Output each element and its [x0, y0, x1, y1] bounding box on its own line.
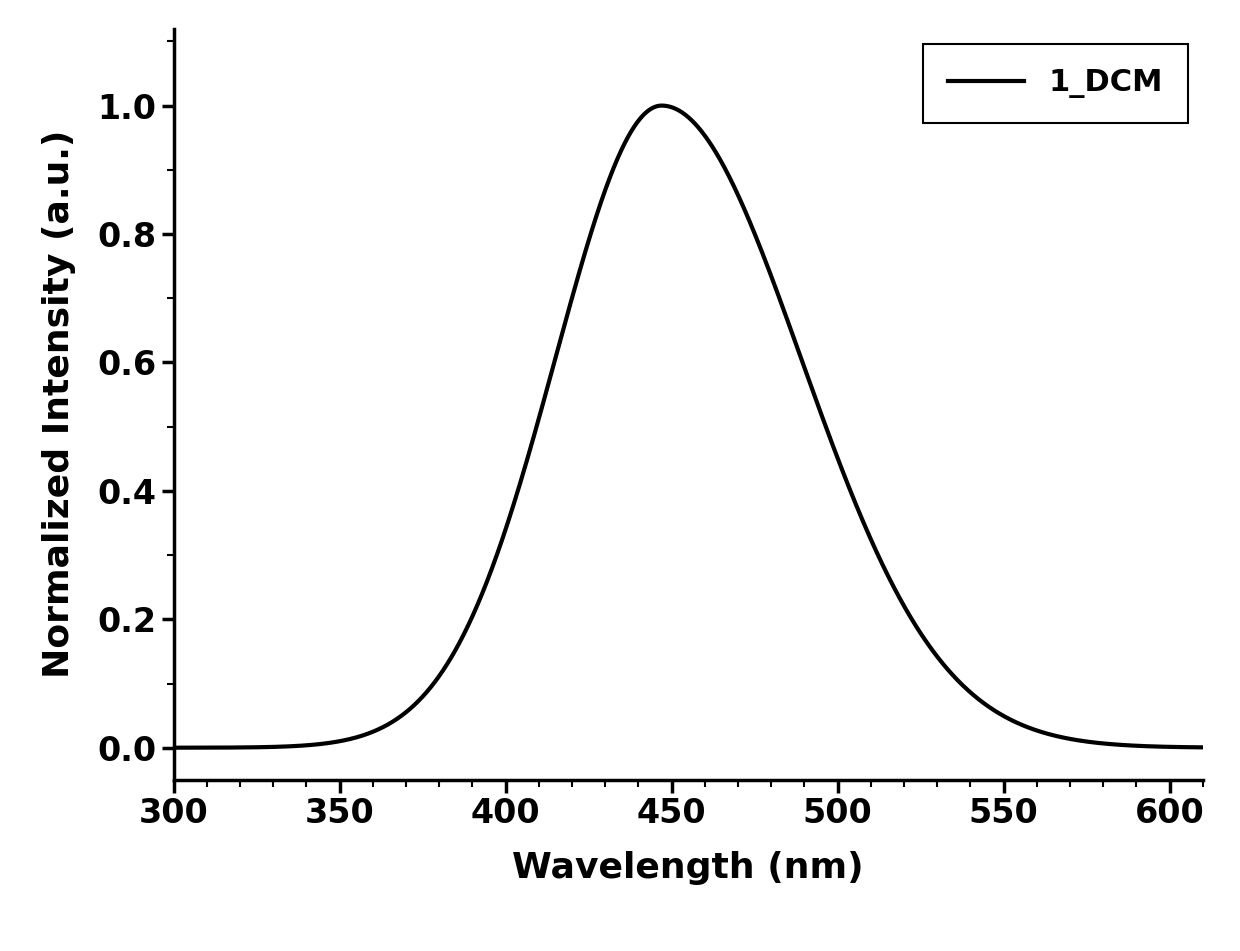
Y-axis label: Normalized Intensity (a.u.): Normalized Intensity (a.u.) — [42, 130, 77, 678]
X-axis label: Wavelength (nm): Wavelength (nm) — [512, 851, 864, 885]
1_DCM — [640, 107, 655, 118]
1_DCM — [977, 698, 992, 709]
Legend: 1_DCM: 1_DCM — [924, 44, 1188, 123]
1_DCM — [218, 742, 233, 753]
1_DCM — [1166, 741, 1180, 752]
1_DCM — [1195, 742, 1210, 753]
1_DCM — [655, 100, 670, 111]
Line: 1_DCM: 1_DCM — [174, 106, 1203, 747]
1_DCM — [166, 742, 181, 753]
1_DCM — [1166, 741, 1180, 752]
1_DCM — [667, 103, 682, 114]
